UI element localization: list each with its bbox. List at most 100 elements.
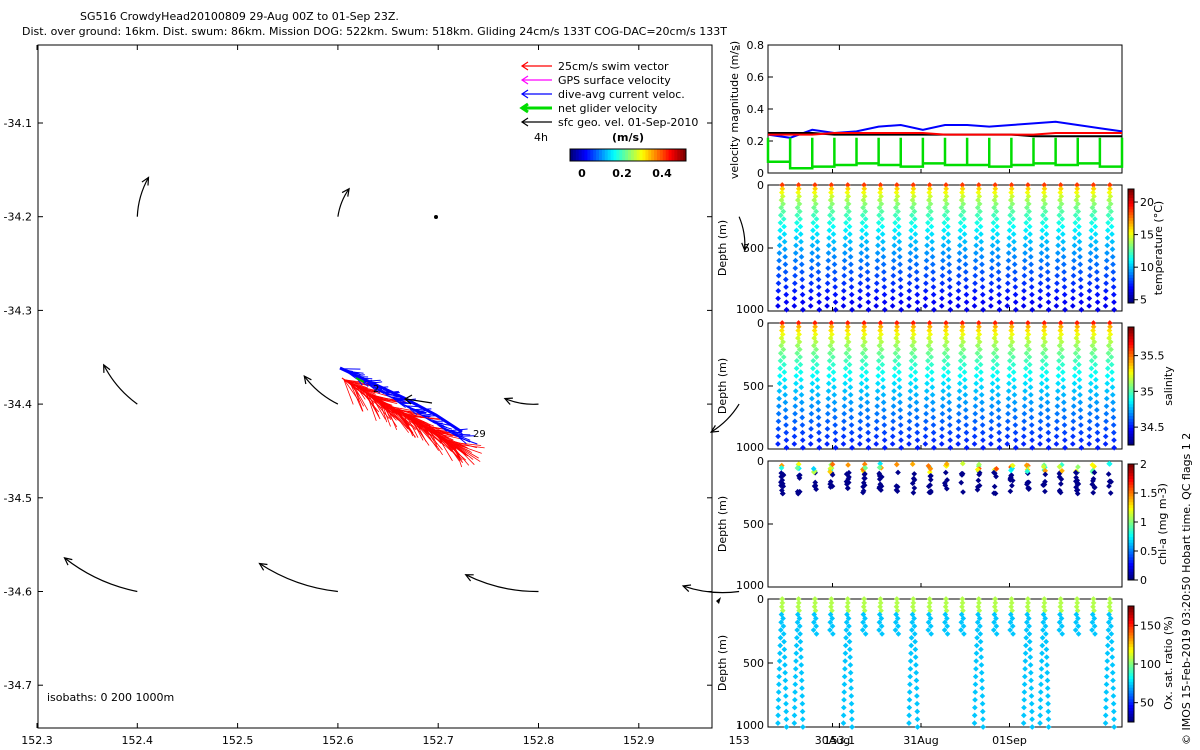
profile-sample [912,238,919,245]
profile-sample [956,272,962,279]
profile-sample [1103,673,1110,680]
profile-sample [1008,185,1015,192]
profile-sample [1105,204,1112,211]
colorbar-cell [572,149,577,161]
profile-sample [848,414,855,421]
profile-sample [1093,261,1100,268]
profile-sample [1037,303,1043,309]
profile-sample [907,257,913,264]
profile-sample [912,369,919,375]
colorbar-cell [1128,383,1134,387]
profile-sample [1087,395,1094,402]
colorbar-cell [1128,231,1134,236]
profile-sample [911,485,918,491]
colorbar-cell [1128,277,1134,281]
profile-sample [796,623,803,629]
profile-sample [960,615,967,622]
salinity-profiles [775,320,1117,451]
profile-sample [1090,489,1097,496]
profile-sample [925,342,932,349]
profile-sample [913,246,919,253]
profile-sample [865,444,872,451]
profile-sample [843,204,850,211]
profile-sample [1007,350,1013,357]
profile-sample [840,295,847,302]
velocity-tick-label: 0 [757,167,764,180]
profile-sample [930,284,937,290]
profile-sample [925,212,932,219]
profile-sample [931,306,937,313]
profile-sample [1045,299,1052,306]
profile-sample [1107,490,1114,496]
profile-sample [961,354,967,360]
profile-sample [862,465,869,471]
profile-sample [846,474,852,480]
profile-sample [812,479,819,486]
profile-sample [1058,615,1065,622]
colorbar-cell [668,149,672,161]
chart-title-line1: SG516 CrowdyHead20100809 29-Aug 00Z to 0… [80,10,399,23]
profile-sample [910,320,917,326]
profile-sample [923,388,930,394]
profile-sample [980,716,986,723]
profile-sample [972,704,978,711]
swim-vector [406,416,419,438]
current-vector [404,405,419,408]
profile-sample [800,444,806,451]
profile-sample [1104,665,1110,672]
profile-sample [798,662,805,668]
profile-sample [1105,357,1111,364]
profile-sample [1110,291,1117,298]
profile-sample [1043,638,1049,645]
profile-sample [989,250,996,256]
profile-sample [1037,280,1044,287]
profile-sample [1106,603,1113,610]
profile-sample [1059,208,1065,215]
depth-tick-label: 500 [743,657,764,670]
profile-sample [799,269,805,275]
profile-sample [944,615,950,622]
profile-sample [1103,410,1110,417]
profile-sample [781,238,788,245]
profile-sample [777,365,784,372]
profile-sample [1059,369,1066,375]
profile-sample [939,426,945,432]
profile-sample [974,634,980,641]
profile-sample [928,346,934,353]
profile-sample [989,242,996,249]
profile-sample [810,219,817,226]
profile-sample [828,596,835,602]
velocity-tick-label: 0.8 [747,39,765,52]
profile-sample [958,627,964,633]
profile-sample [1078,291,1084,298]
profile-sample [1013,444,1019,451]
colorbar-cell [1128,490,1134,494]
profile-sample [976,615,983,622]
profile-sample [809,257,815,264]
profile-sample [1006,219,1013,226]
colorbar-cell [570,149,574,161]
swim-vector [377,398,398,404]
depth-tick-label: 0 [757,593,764,606]
profile-sample [906,697,913,703]
profile-sample [793,380,799,387]
profile-sample [960,208,967,215]
profile-sample [860,619,866,626]
profile-sample [1108,479,1114,485]
profile-sample [815,276,822,283]
track-label-end: 29 [473,429,486,440]
profile-sample [907,681,913,688]
profile-sample [1108,346,1114,353]
profile-sample [793,658,799,664]
profile-sample [845,615,852,622]
profile-sample [792,388,799,394]
profile-sample [844,182,851,188]
profile-sample [841,689,848,695]
colorbar-cell [1128,394,1134,399]
swim-vector [453,443,463,468]
profile-sample [808,288,814,294]
profile-sample [896,246,903,253]
profile-sample [926,320,933,326]
profile-sample [1055,242,1061,249]
profile-sample [793,235,800,241]
